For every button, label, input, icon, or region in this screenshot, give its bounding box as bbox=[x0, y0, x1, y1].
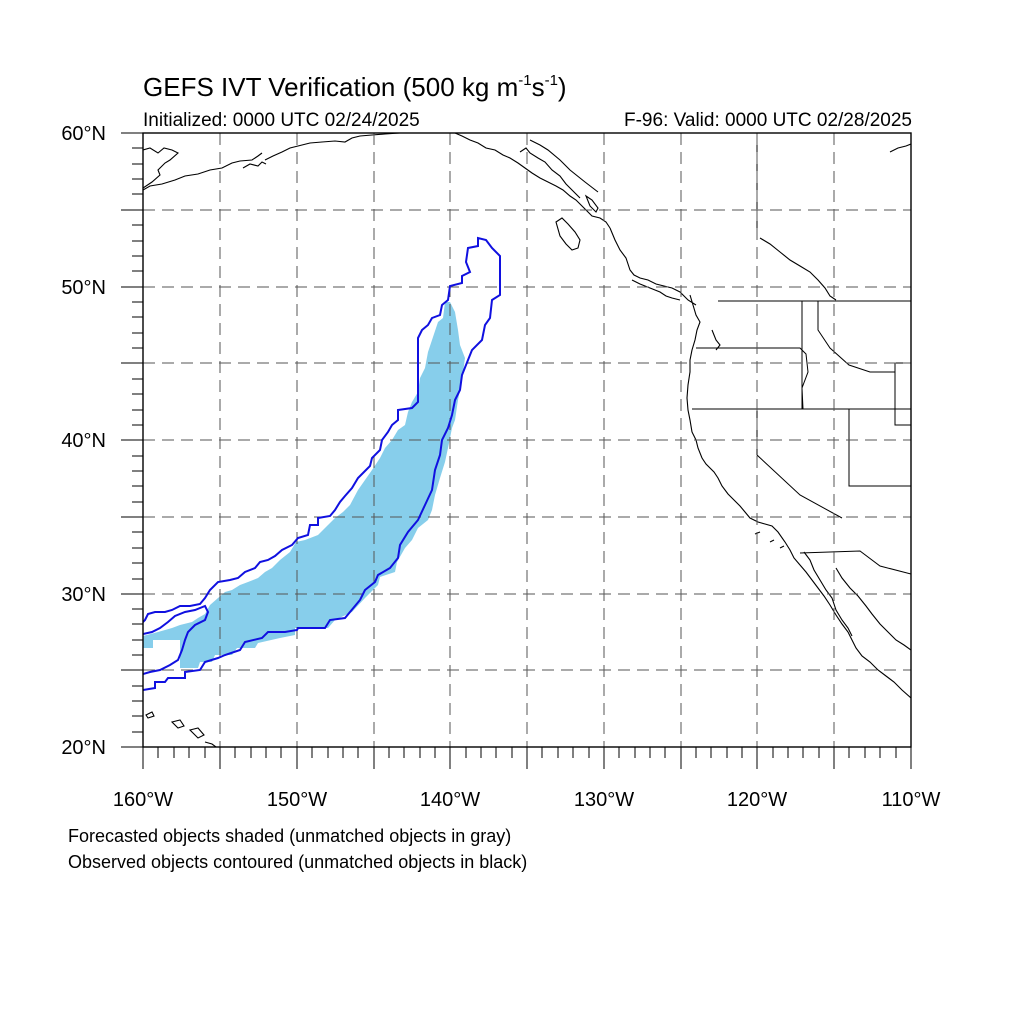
alaska-coastline bbox=[143, 133, 401, 191]
west-coast-coastline bbox=[609, 143, 911, 699]
lat-label: 40°N bbox=[61, 430, 106, 452]
lat-label: 30°N bbox=[61, 584, 106, 606]
forecast-object bbox=[143, 302, 465, 668]
lon-label: 110°W bbox=[882, 789, 941, 811]
lon-labels: 160°W 150°W 140°W 130°W 120°W 110°W bbox=[113, 789, 941, 811]
lon-label: 150°W bbox=[267, 789, 327, 811]
lon-label: 160°W bbox=[113, 789, 173, 811]
plot-title: GEFS IVT Verification (500 kg m-1s-1) bbox=[143, 72, 567, 102]
observed-caption: Observed objects contoured (unmatched ob… bbox=[68, 852, 528, 872]
lat-label: 20°N bbox=[61, 737, 106, 759]
forecast-caption: Forecasted objects shaded (unmatched obj… bbox=[68, 826, 512, 846]
observed-object-contour bbox=[143, 236, 501, 691]
lon-label: 120°W bbox=[727, 789, 787, 811]
axis-ticks bbox=[121, 132, 912, 769]
alaska-panhandle-coastline bbox=[454, 133, 611, 251]
init-time-label: Initialized: 0000 UTC 02/24/2025 bbox=[143, 110, 420, 131]
lat-labels: 20°N 30°N 40°N 50°N 60°N bbox=[61, 123, 106, 759]
lon-label: 140°W bbox=[420, 789, 480, 811]
valid-time-label: F-96: Valid: 0000 UTC 02/28/2025 bbox=[624, 110, 912, 131]
lat-label: 60°N bbox=[61, 123, 106, 145]
lon-label: 130°W bbox=[574, 789, 634, 811]
grid bbox=[143, 133, 911, 747]
state-borders bbox=[692, 133, 911, 575]
hawaii-islands bbox=[145, 711, 217, 747]
observed-object-contour-inner bbox=[143, 604, 210, 675]
lat-label: 50°N bbox=[61, 277, 106, 299]
